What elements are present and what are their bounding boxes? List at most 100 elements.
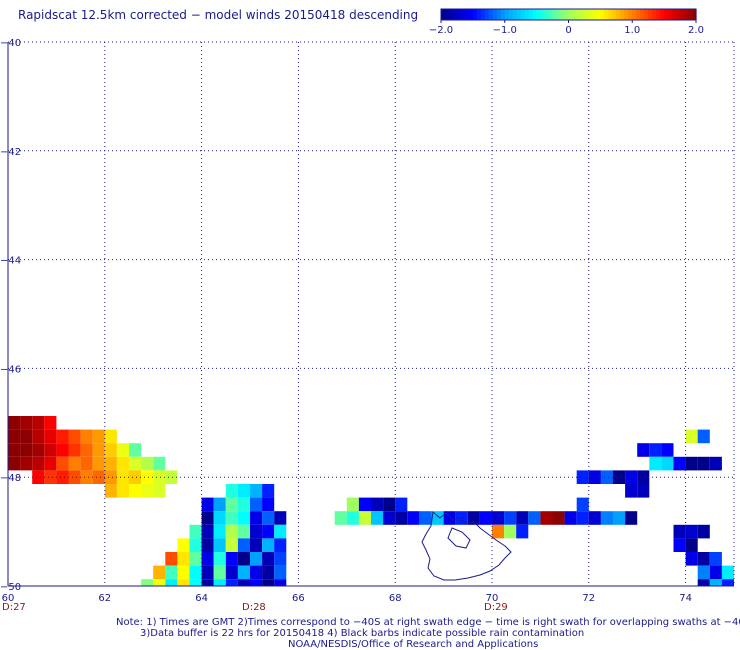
colorbar-tick-label: 2.0 — [688, 25, 704, 36]
colorbar-segment — [556, 9, 562, 20]
wind-diff-cell — [358, 497, 371, 512]
colorbar-segment — [676, 9, 681, 20]
wind-diff-cell — [576, 497, 589, 512]
wind-diff-cell — [8, 443, 21, 457]
wind-diff-cell — [129, 470, 142, 484]
wind-diff-cell — [56, 456, 69, 471]
wind-diff-cell — [371, 497, 384, 512]
wind-diff-cell — [262, 538, 275, 552]
y-tick-label: −48 — [0, 473, 21, 484]
wind-diff-cell — [262, 511, 275, 525]
colorbar-segment — [516, 9, 522, 20]
y-tick-label: −42 — [0, 147, 21, 158]
wind-diff-cell — [213, 579, 226, 586]
colorbar-segment — [636, 9, 641, 20]
wind-diff-cell — [20, 456, 33, 471]
wind-diff-cell — [20, 429, 33, 444]
wind-diff-cell — [141, 484, 154, 498]
x-tick-label: 64 — [195, 593, 208, 604]
colorbar-segment — [580, 9, 586, 20]
wind-diff-cell — [141, 456, 154, 471]
colorbar-segment — [468, 9, 474, 20]
wind-diff-cell — [177, 579, 190, 586]
wind-diff-cell — [153, 456, 166, 471]
wind-diff-cell — [250, 579, 263, 586]
wind-diff-cell — [262, 565, 275, 580]
axes: 60 62 64 66 68 70 72 74 −40 −42 −44 −46 −48 −50 D:27 D:… — [0, 38, 734, 613]
wind-diff-cell — [225, 497, 238, 512]
wind-diff-cell — [492, 511, 505, 525]
wind-diff-cell — [153, 470, 166, 484]
wind-diff-cell — [189, 579, 202, 586]
colorbar-segment — [548, 9, 554, 20]
colorbar-segment — [640, 9, 645, 20]
wind-diff-cell — [44, 470, 57, 484]
colorbar-segment — [632, 9, 637, 20]
wind-diff-cell — [721, 565, 734, 580]
x-tick-label: 60 — [2, 593, 15, 604]
wind-diff-cell — [189, 565, 202, 580]
grid-lines — [8, 41, 735, 586]
wind-diff-cell — [141, 470, 154, 484]
wind-diff-cell — [528, 511, 541, 525]
time-label: D:27 — [2, 602, 26, 613]
x-tick-label: 74 — [679, 593, 692, 604]
wind-diff-cell — [685, 524, 698, 539]
colorbar-segment — [452, 9, 458, 20]
colorbar-segment — [652, 9, 657, 20]
wind-diff-cell — [419, 511, 432, 525]
wind-diff-cell — [673, 456, 686, 471]
wind-diff-cell — [237, 524, 250, 539]
wind-diff-cell — [431, 511, 444, 525]
colorbar-segment — [500, 9, 506, 20]
wind-diff-cell — [516, 511, 529, 525]
wind-diff-cell — [685, 429, 698, 444]
colorbar-segment — [476, 9, 482, 20]
colorbar-segment — [612, 9, 617, 20]
wind-diff-cell — [576, 511, 589, 525]
wind-diff-cell — [673, 524, 686, 539]
wind-diff-cell — [225, 524, 238, 539]
wind-diff-cell — [165, 565, 178, 580]
colorbar-segment — [441, 9, 446, 20]
wind-diff-cell — [80, 443, 93, 457]
colorbar-segment — [484, 9, 490, 20]
wind-diff-cell — [697, 456, 710, 471]
wind-diff-cell — [92, 470, 105, 484]
wind-diff-cell — [153, 484, 166, 498]
wind-diff-cell — [129, 484, 142, 498]
colorbar-tick-label: 1.0 — [624, 25, 640, 36]
wind-diff-cell — [637, 470, 650, 484]
wind-diff-cell — [104, 470, 117, 484]
wind-diff-cell — [8, 416, 21, 430]
colorbar-segment — [680, 9, 685, 20]
wind-diff-cell — [68, 429, 81, 444]
x-tick-label: 62 — [98, 593, 111, 604]
colorbar-segment — [668, 9, 673, 20]
wind-diff-cell — [165, 552, 178, 566]
colorbar-segment — [576, 9, 582, 20]
wind-diff-cell — [262, 524, 275, 539]
wind-diff-cell — [201, 497, 214, 512]
wind-diff-cell — [237, 565, 250, 580]
wind-diff-cell — [153, 579, 166, 586]
wind-diff-cell — [237, 511, 250, 525]
wind-diff-cell — [250, 497, 263, 512]
colorbar-segment — [596, 9, 601, 20]
wind-diff-cell — [116, 456, 129, 471]
wind-diff-cell — [395, 511, 408, 525]
wind-diff-cell — [721, 579, 734, 586]
wind-diff-cell — [116, 484, 129, 498]
colorbar-segment — [592, 9, 597, 20]
colorbar-segment — [672, 9, 677, 20]
wind-diff-cell — [649, 443, 662, 457]
colorbar-segment — [624, 9, 629, 20]
wind-diff-cell — [201, 579, 214, 586]
wind-diff-cell — [685, 456, 698, 471]
colorbar-segment — [568, 9, 574, 20]
wind-diff-cell — [92, 429, 105, 444]
wind-diff-cell — [346, 511, 359, 525]
wind-diff-cell — [189, 552, 202, 566]
wind-diff-cell — [552, 511, 565, 525]
wind-diff-cell — [80, 456, 93, 471]
